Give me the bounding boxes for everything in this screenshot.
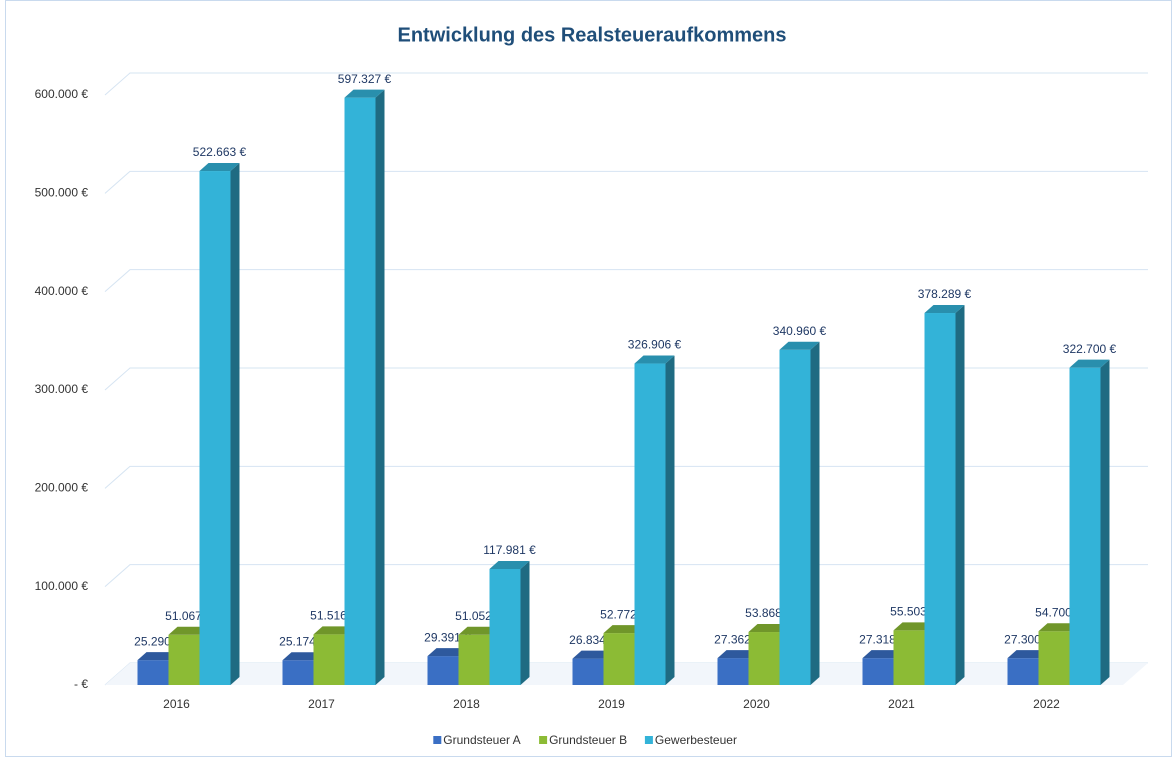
- bar-top: [427, 648, 468, 657]
- bar-top: [603, 625, 644, 634]
- bar-top: [1069, 359, 1110, 368]
- bar: [634, 355, 675, 685]
- bar-front: [748, 632, 780, 685]
- legend-swatch: [644, 736, 653, 744]
- bar-top: [489, 560, 530, 569]
- bar-front: [489, 568, 521, 685]
- grid-line: [104, 269, 1148, 293]
- bar-front: [137, 660, 169, 685]
- bar-top: [168, 626, 209, 635]
- bar: [344, 89, 385, 686]
- bar-front: [168, 634, 200, 685]
- data-label: 340.960 €: [773, 324, 827, 338]
- y-tick-label: 600.000 €: [35, 87, 89, 101]
- bar-front: [1069, 367, 1101, 685]
- grid-line: [104, 170, 1148, 194]
- bar-front: [313, 634, 345, 685]
- bar-top: [313, 626, 354, 635]
- bar-front: [282, 660, 314, 685]
- bar-top: [779, 341, 820, 350]
- y-tick-label: 100.000 €: [35, 579, 89, 593]
- bar: [924, 305, 965, 685]
- data-label: 597.327 €: [338, 72, 392, 86]
- bar-top: [862, 650, 903, 659]
- bar-side: [375, 89, 385, 686]
- bar-top: [282, 652, 323, 661]
- bar-front: [634, 363, 666, 685]
- bar-front: [572, 658, 604, 685]
- bar-top: [344, 89, 385, 98]
- bar: [199, 163, 240, 686]
- data-label: 522.663 €: [193, 145, 247, 159]
- bar-side: [665, 355, 675, 685]
- data-label: 322.700 €: [1063, 342, 1117, 356]
- bar-front: [603, 633, 635, 685]
- x-tick-label: 2020: [743, 697, 770, 711]
- bar-top: [893, 622, 934, 631]
- bar-top: [137, 652, 178, 661]
- y-tick-label: 400.000 €: [35, 284, 89, 298]
- bar-front: [458, 634, 490, 685]
- legend-label: Grundsteuer A: [443, 733, 520, 747]
- x-tick-label: 2018: [453, 697, 480, 711]
- bar-top: [748, 624, 789, 633]
- bar-top: [634, 355, 675, 364]
- data-label: 326.906 €: [628, 338, 682, 352]
- y-tick-label: 200.000 €: [35, 481, 89, 495]
- y-tick-label: 500.000 €: [35, 186, 89, 200]
- bar-side: [810, 341, 820, 685]
- bar-side: [955, 305, 965, 685]
- legend-swatch: [539, 736, 548, 744]
- bar: [779, 341, 820, 685]
- bar-front: [779, 349, 811, 685]
- bar-front: [717, 658, 749, 685]
- bar-front: [199, 171, 231, 686]
- x-tick-label: 2022: [1033, 697, 1060, 711]
- bar-front: [1007, 658, 1039, 685]
- legend-label: Grundsteuer B: [549, 733, 627, 747]
- bar-front: [893, 630, 925, 685]
- bar-top: [717, 650, 758, 659]
- bar-side: [230, 163, 240, 686]
- bar-side: [520, 560, 530, 685]
- bar: [1069, 359, 1110, 685]
- x-tick-label: 2019: [598, 697, 625, 711]
- bar-top: [572, 650, 613, 659]
- y-tick-label: 300.000 €: [35, 382, 89, 396]
- chart-title: Entwicklung des Realsteueraufkommens: [397, 24, 786, 46]
- bar-top: [1007, 650, 1048, 659]
- bar-front: [924, 313, 956, 685]
- data-label: 378.289 €: [918, 287, 972, 301]
- legend-label: Gewerbesteuer: [655, 733, 737, 747]
- bar-side: [1100, 359, 1110, 685]
- grid-line: [104, 72, 1148, 96]
- bar: [489, 560, 530, 685]
- x-tick-label: 2016: [163, 697, 190, 711]
- bar-top: [924, 305, 965, 314]
- bar-top: [1038, 623, 1079, 632]
- bar-top: [458, 626, 499, 635]
- bar-front: [862, 658, 894, 685]
- x-tick-label: 2021: [888, 697, 915, 711]
- bar-front: [344, 97, 376, 686]
- bar-top: [199, 163, 240, 172]
- legend-swatch: [433, 736, 442, 744]
- bar-front: [1038, 631, 1070, 685]
- x-tick-label: 2017: [308, 697, 335, 711]
- y-tick-label: - €: [74, 677, 88, 691]
- bar-front: [427, 656, 459, 685]
- data-label: 117.981 €: [483, 543, 536, 557]
